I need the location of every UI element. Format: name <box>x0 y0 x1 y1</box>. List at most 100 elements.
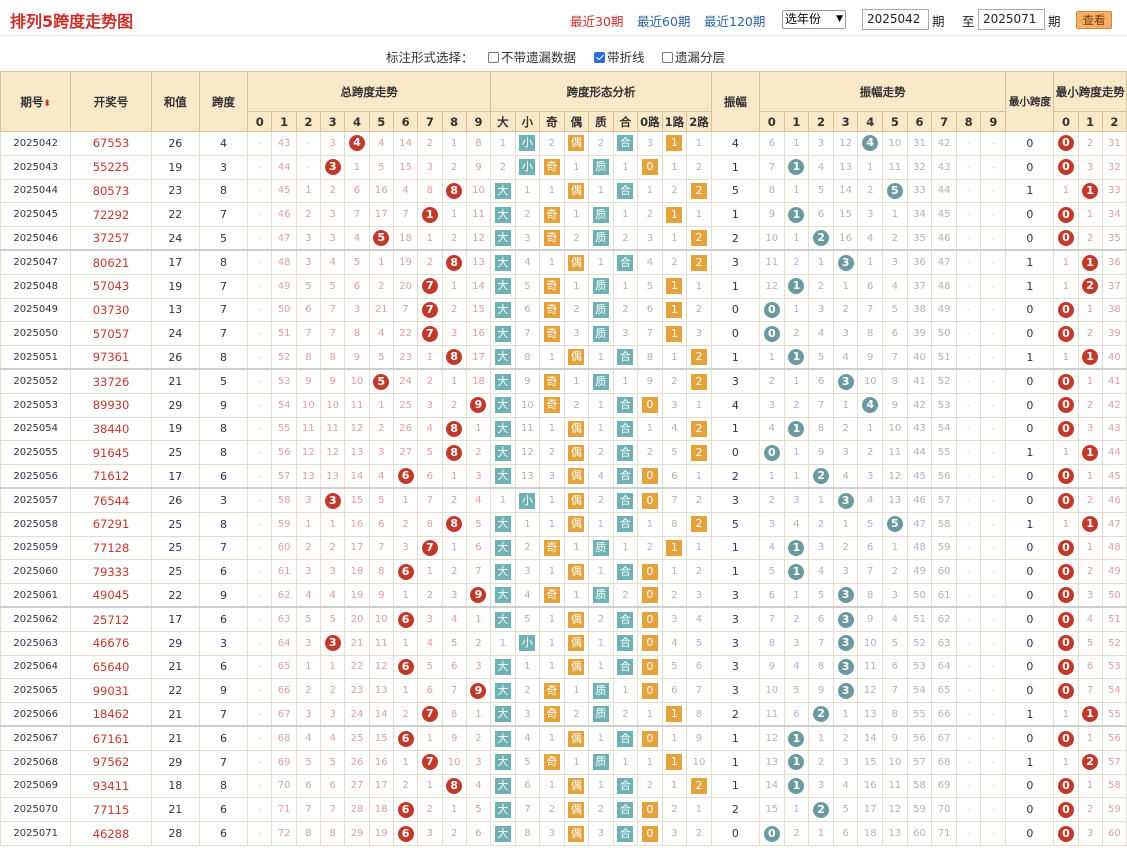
total-trend-cell: 46 <box>271 202 297 228</box>
miss-value: 2 <box>768 495 775 507</box>
year-select[interactable]: 选年份 ▼ <box>782 10 846 29</box>
amp-trend-cell: 3 <box>832 630 859 656</box>
query-button[interactable]: 查看 <box>1076 11 1112 29</box>
form-value: 3 <box>622 328 629 340</box>
checkbox-miss-layer[interactable] <box>662 52 673 63</box>
form-value: 1 <box>622 161 629 173</box>
min-trend-cell: 1 <box>1053 345 1079 370</box>
miss-value: - <box>991 496 995 507</box>
miss-value: 18 <box>472 376 485 388</box>
total-trend-cell: 12 <box>295 440 322 466</box>
form-cell: 1 <box>539 249 565 275</box>
draw-number: 67161 <box>92 731 130 746</box>
from-issue-input[interactable]: 2025042 <box>862 9 929 30</box>
checkbox-no-miss[interactable] <box>488 52 499 63</box>
min-span-value: 0 <box>1026 136 1034 150</box>
form-value: 1 <box>597 733 605 745</box>
form-cell: 1 <box>490 630 516 656</box>
amp-ball: 2 <box>813 230 830 247</box>
span-cell: 6 <box>198 821 249 846</box>
amp-ball: 4 <box>862 397 879 414</box>
miss-value: 62 <box>937 614 951 626</box>
total-trend-cell: 69 <box>271 749 297 775</box>
sum-cell: 21 <box>150 797 200 823</box>
total-trend-cell: 3 <box>417 821 443 846</box>
total-trend-cell: 1 <box>441 202 467 228</box>
amp-trend-cell: - <box>955 178 982 204</box>
total-trend-cell: 15 <box>465 297 492 323</box>
form-value: 2 <box>548 137 556 149</box>
sort-icon[interactable]: ⬍ <box>43 98 51 109</box>
miss-value: 25 <box>350 733 364 745</box>
qi-label-2: 期 <box>1048 14 1061 29</box>
amp-trend-cell: 4 <box>808 559 834 585</box>
miss-value: 1 <box>1062 447 1070 459</box>
miss-value: - <box>306 138 310 149</box>
form-value: 0 <box>641 730 658 747</box>
form-cell: 大 <box>490 440 516 466</box>
min-span-value: 0 <box>1026 398 1034 412</box>
total-trend-cell: 1 <box>320 511 346 537</box>
form-cell: 大 <box>490 297 516 323</box>
option-with-line[interactable]: 带折线 <box>594 47 645 66</box>
form-value: 8 <box>524 351 531 363</box>
miss-value: 63 <box>937 637 951 649</box>
span-cell: 6 <box>198 606 249 632</box>
amp-trend-cell: 11 <box>857 654 884 680</box>
amp-value: 1 <box>731 350 739 364</box>
link-recent-120[interactable]: 最近120期 <box>704 14 766 29</box>
sub-amp-6: 6 <box>906 111 933 132</box>
to-issue-input[interactable]: 2025071 <box>978 9 1045 30</box>
amp-ball: 3 <box>837 635 854 652</box>
amp-trend-cell: - <box>955 131 982 156</box>
amp-trend-cell: 39 <box>906 321 933 347</box>
total-trend-cell: 27 <box>392 440 419 466</box>
span-ball: 5 <box>373 230 390 247</box>
amp-trend-cell: 2 <box>882 559 908 585</box>
form-value: 1 <box>666 706 683 723</box>
amp-trend-cell: - <box>980 654 1007 680</box>
miss-value: 3 <box>426 399 434 411</box>
amp-ball: 2 <box>813 706 830 723</box>
form-value: 0 <box>641 587 658 604</box>
min-ball: 0 <box>1057 658 1074 675</box>
miss-value: 3 <box>891 589 899 601</box>
form-value: 4 <box>524 589 531 601</box>
option-miss-layer[interactable]: 遗漏分层 <box>662 47 725 66</box>
total-trend-cell: 15 <box>344 487 370 513</box>
link-recent-30[interactable]: 最近30期 <box>570 14 624 29</box>
min-span-cell: 1 <box>1005 273 1055 299</box>
option-no-miss[interactable]: 不带遗漏数据 <box>488 47 576 66</box>
form-value: 12 <box>521 447 534 459</box>
miss-value: 8 <box>305 828 312 839</box>
issue-number: 2025058 <box>13 518 58 530</box>
header-qihao[interactable]: 期号⬍ <box>0 71 72 132</box>
table-row: 2025063 46676 29 3-64 3 3 21 11 1 4 5 2 1 小 1 偶 1 合 0 4 5 3 8 3… <box>0 630 1127 656</box>
min-trend-cell: 6 <box>1077 654 1103 680</box>
amp-trend-cell: 2 <box>857 440 884 466</box>
miss-value: 41 <box>913 376 926 388</box>
amp-value: 3 <box>731 660 739 674</box>
miss-value: 53 <box>277 376 291 388</box>
min-trend-cell: 0 <box>1053 606 1079 632</box>
amp-trend-cell: 12 <box>857 678 884 704</box>
link-recent-60[interactable]: 最近60期 <box>637 14 691 29</box>
miss-value: 70 <box>937 804 951 816</box>
total-trend-cell: 9 <box>368 583 394 608</box>
total-trend-cell: 4 <box>465 773 492 799</box>
amp-trend-cell: 55 <box>931 440 957 466</box>
span-cell: 6 <box>198 797 249 823</box>
amp-trend-cell: 13 <box>759 749 785 775</box>
total-trend-cell: 18 <box>344 559 370 585</box>
header-zhenfu: 振幅 <box>710 71 761 132</box>
min-span-cell: 0 <box>1005 392 1055 418</box>
amp-cell: 1 <box>710 154 761 180</box>
checkbox-with-line[interactable] <box>594 52 605 63</box>
miss-value: - <box>258 138 262 149</box>
table-row: 2025050 57057 24 7-51 7 7 8 4 22 7 3 16 大 7 奇 3 质 3 7 1 3 0 0 2… <box>0 321 1127 347</box>
miss-value: 4 <box>329 733 336 745</box>
sum-cell: 26 <box>150 345 200 370</box>
form-cell: 1 <box>588 345 614 370</box>
amp-trend-cell: - <box>980 630 1007 656</box>
form-value: 0 <box>641 563 658 580</box>
